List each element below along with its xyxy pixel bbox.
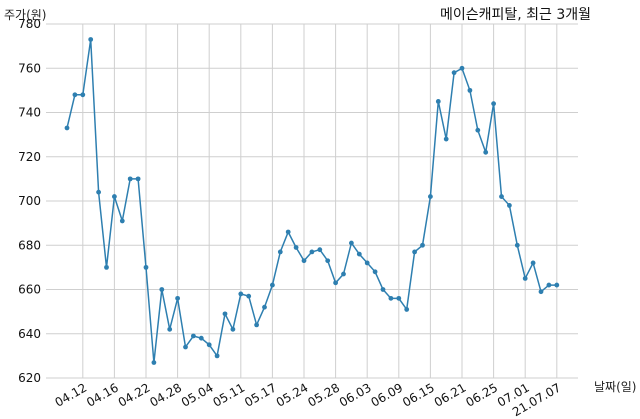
data-point <box>96 189 101 195</box>
data-point <box>175 295 181 301</box>
data-point <box>459 65 465 71</box>
data-point <box>230 326 236 332</box>
x-tick-label: 04.12 <box>53 380 90 409</box>
data-point <box>546 282 552 288</box>
data-point <box>499 194 504 199</box>
x-tick-label: 06.03 <box>337 380 374 409</box>
data-point <box>428 194 433 199</box>
data-point <box>467 87 473 93</box>
x-tick-label: 05.24 <box>274 380 311 409</box>
data-point <box>364 260 370 266</box>
data-point <box>159 287 165 292</box>
data-point <box>119 218 125 224</box>
y-tick-label: 660 <box>18 283 41 297</box>
y-tick-label: 640 <box>18 327 41 341</box>
x-tick-label: 04.28 <box>147 380 184 409</box>
data-point <box>309 249 315 255</box>
data-point <box>301 258 307 264</box>
data-point <box>254 322 259 328</box>
data-point <box>333 280 338 286</box>
data-point <box>167 326 173 332</box>
data-point <box>72 92 78 98</box>
data-point <box>420 242 425 248</box>
y-axis-ticks: 620 640 660 680 700 720 740 760 780 <box>18 17 41 385</box>
data-point <box>380 287 386 292</box>
data-point <box>262 304 267 310</box>
y-tick-label: 760 <box>18 61 41 75</box>
grid <box>46 23 578 379</box>
data-point <box>135 176 141 182</box>
series-points <box>64 37 560 365</box>
data-point <box>214 353 220 359</box>
data-point <box>143 264 149 270</box>
data-point <box>538 289 544 295</box>
data-point <box>293 245 299 250</box>
y-tick-label: 740 <box>18 106 41 120</box>
data-point <box>475 127 481 133</box>
x-tick-label: 05.17 <box>242 380 279 409</box>
data-point <box>356 251 362 257</box>
x-tick-label: 06.09 <box>369 380 406 409</box>
data-point <box>206 342 212 348</box>
data-point <box>127 176 133 182</box>
data-point <box>412 249 417 255</box>
y-axis-label: 주가(원) <box>4 8 46 22</box>
y-tick-label: 700 <box>18 194 41 208</box>
x-tick-label: 05.04 <box>179 380 216 409</box>
data-point <box>435 99 441 104</box>
data-point <box>491 101 496 107</box>
data-point <box>388 295 394 301</box>
x-axis-ticks: 04.1204.1604.2204.2805.0405.1105.1705.24… <box>53 380 564 419</box>
data-point <box>443 136 449 142</box>
data-point <box>112 194 117 199</box>
data-point <box>238 291 244 297</box>
data-point <box>191 333 196 339</box>
x-tick-label: 04.16 <box>84 380 121 409</box>
x-tick-label: 04.22 <box>116 380 153 409</box>
data-point <box>246 293 252 299</box>
chart-title: 메이슨캐피탈, 최근 3개월 <box>440 7 591 23</box>
x-tick-label: 06.25 <box>463 380 500 409</box>
data-point <box>183 344 188 350</box>
data-point <box>285 229 291 235</box>
data-point <box>151 360 157 365</box>
x-tick-label: 06.21 <box>432 380 469 409</box>
data-point <box>270 282 275 288</box>
y-tick-label: 680 <box>18 238 41 252</box>
data-point <box>396 295 402 301</box>
data-point <box>80 92 86 98</box>
data-point <box>325 258 331 264</box>
data-point <box>222 311 228 317</box>
data-point <box>64 125 70 131</box>
x-tick-label: 06.15 <box>400 380 437 409</box>
data-point <box>404 307 410 312</box>
data-point <box>317 247 323 253</box>
x-tick-label: 05.28 <box>305 380 342 409</box>
data-point <box>507 203 512 208</box>
data-point <box>277 249 283 255</box>
data-point <box>522 276 528 281</box>
data-point <box>554 282 560 288</box>
data-point <box>451 70 457 76</box>
x-tick-label: 05.11 <box>211 380 248 409</box>
data-point <box>104 264 109 270</box>
data-point <box>349 240 354 246</box>
data-point <box>88 37 94 42</box>
y-tick-label: 720 <box>18 150 41 164</box>
y-tick-label: 620 <box>18 371 41 385</box>
data-point <box>372 269 378 275</box>
data-point <box>483 149 489 155</box>
data-point <box>530 260 536 266</box>
data-point <box>341 271 346 277</box>
data-point <box>514 242 520 248</box>
y-tick-label: 780 <box>18 17 41 31</box>
x-axis-label: 날짜(일) <box>594 380 636 394</box>
data-point <box>198 335 204 341</box>
